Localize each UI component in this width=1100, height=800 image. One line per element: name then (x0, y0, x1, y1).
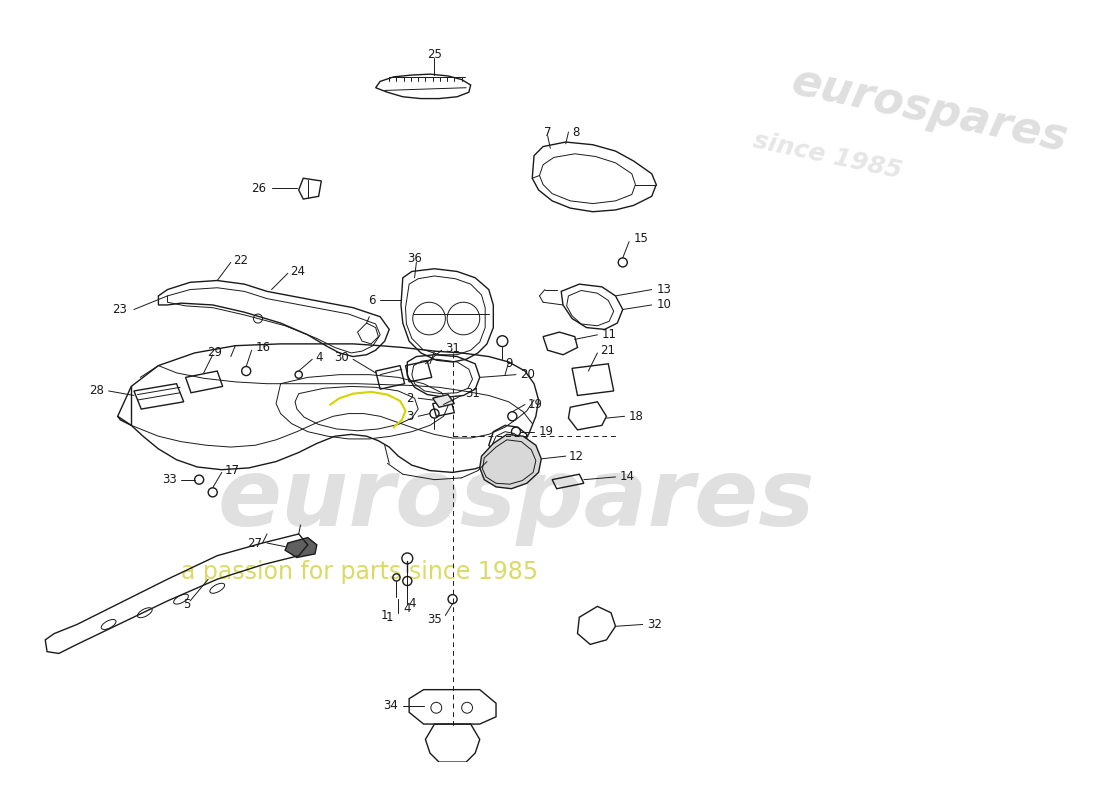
Text: 35: 35 (427, 613, 442, 626)
Text: 4: 4 (315, 351, 322, 364)
Text: 16: 16 (255, 341, 271, 354)
Text: 17: 17 (224, 464, 240, 477)
Text: 31: 31 (446, 342, 460, 355)
Text: 13: 13 (657, 283, 671, 296)
Text: 19: 19 (539, 425, 553, 438)
Text: 9: 9 (505, 358, 513, 370)
Text: 27: 27 (248, 537, 263, 550)
Text: 36: 36 (407, 252, 422, 266)
Text: 34: 34 (384, 699, 398, 713)
Text: since 1985: since 1985 (751, 128, 904, 183)
Text: 31: 31 (465, 387, 480, 400)
Text: 30: 30 (333, 351, 349, 364)
Text: 2: 2 (406, 392, 414, 405)
Text: a passion for parts since 1985: a passion for parts since 1985 (182, 560, 538, 584)
Polygon shape (285, 538, 317, 558)
Text: 3: 3 (406, 410, 414, 422)
Text: 21: 21 (601, 344, 615, 357)
Text: 29: 29 (207, 346, 222, 358)
Text: 5: 5 (183, 598, 190, 611)
Text: 7: 7 (543, 126, 551, 138)
Text: 11: 11 (602, 328, 617, 342)
Text: 18: 18 (629, 410, 644, 422)
Polygon shape (480, 434, 541, 489)
Text: 26: 26 (251, 182, 266, 194)
Text: 10: 10 (657, 298, 671, 311)
Text: 6: 6 (368, 294, 375, 307)
Text: 1: 1 (385, 610, 393, 624)
Text: 33: 33 (162, 473, 176, 486)
Text: 24: 24 (289, 265, 305, 278)
Text: 14: 14 (620, 470, 635, 483)
Text: 12: 12 (569, 450, 583, 462)
Text: 28: 28 (89, 385, 104, 398)
Text: 20: 20 (520, 368, 536, 381)
Text: 25: 25 (427, 48, 442, 61)
Text: 23: 23 (112, 303, 126, 316)
Text: 19: 19 (528, 398, 542, 411)
Polygon shape (432, 394, 454, 407)
Text: 4: 4 (404, 602, 411, 614)
Text: 4: 4 (408, 597, 416, 610)
Text: eurospares: eurospares (788, 60, 1071, 161)
Text: 15: 15 (634, 232, 649, 246)
Text: 32: 32 (647, 618, 662, 631)
Text: eurospares: eurospares (217, 454, 815, 546)
Text: 1: 1 (381, 609, 388, 622)
Text: 22: 22 (233, 254, 249, 267)
Text: 8: 8 (572, 126, 580, 138)
